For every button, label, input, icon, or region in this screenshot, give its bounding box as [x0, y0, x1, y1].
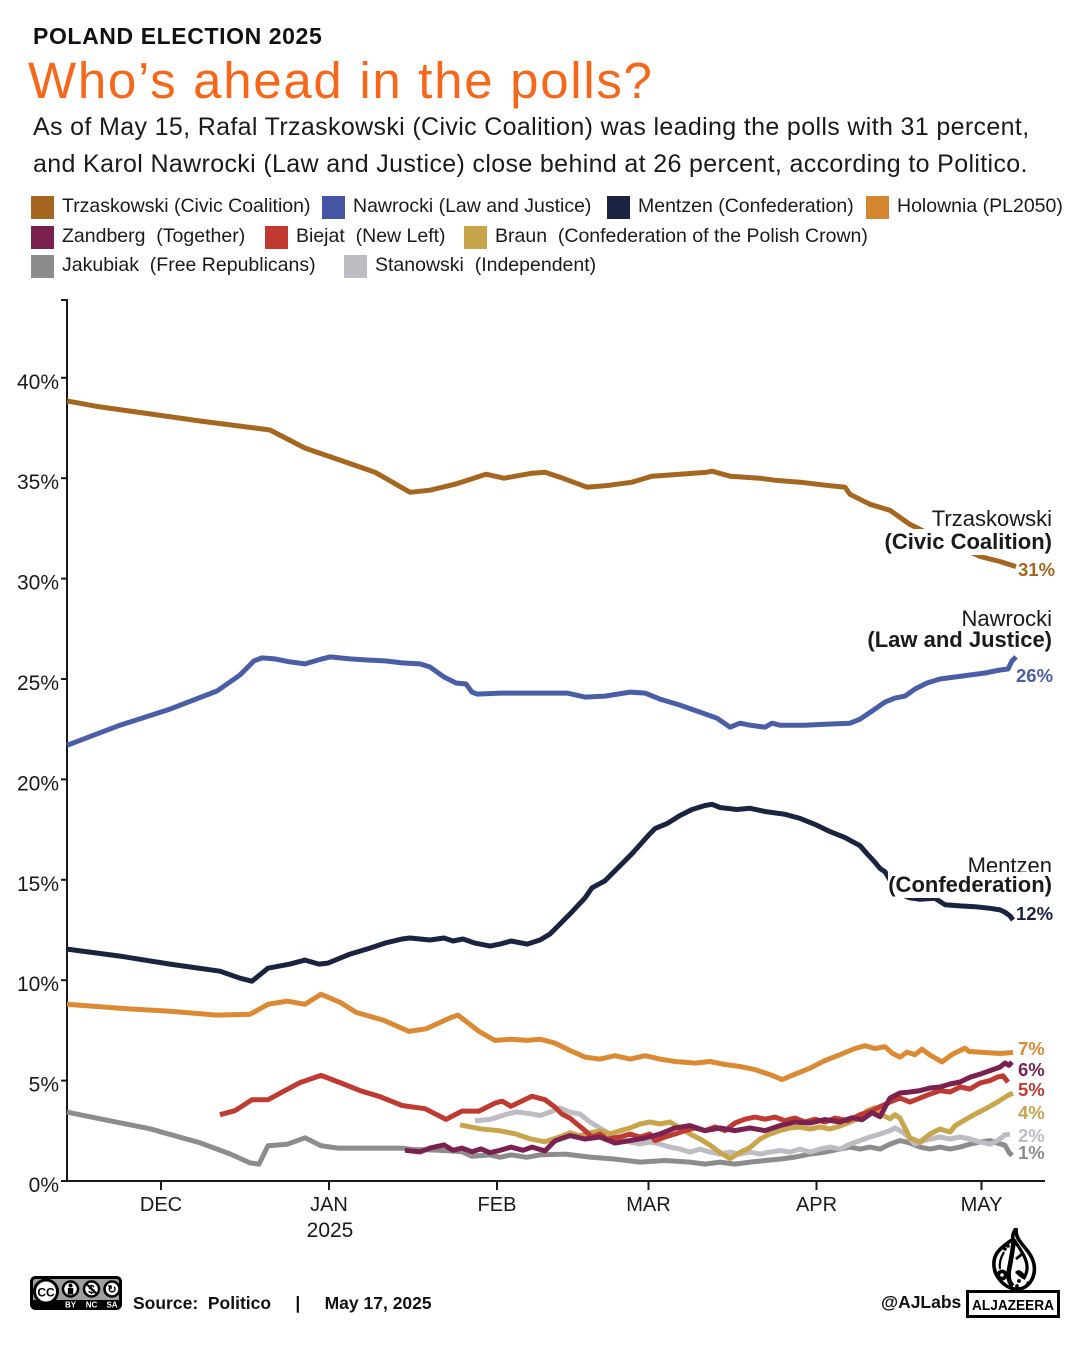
svg-text:5%: 5% [29, 1074, 59, 1097]
svg-text:BY: BY [65, 1301, 77, 1310]
svg-text:35%: 35% [17, 471, 59, 494]
svg-text:MAR: MAR [626, 1194, 670, 1216]
svg-text:NC: NC [86, 1301, 98, 1310]
svg-text:20%: 20% [17, 772, 59, 795]
svg-text:↻: ↻ [107, 1284, 116, 1296]
svg-text:MAY: MAY [961, 1194, 1003, 1216]
svg-text:0%: 0% [29, 1174, 59, 1197]
svg-text:CC: CC [37, 1286, 55, 1300]
svg-text:SA: SA [106, 1301, 117, 1310]
svg-text:40%: 40% [17, 371, 59, 394]
svg-text:ALJAZEERA: ALJAZEERA [972, 1297, 1054, 1314]
svg-text:25%: 25% [17, 672, 59, 695]
svg-text:FEB: FEB [478, 1194, 517, 1216]
svg-text:30%: 30% [17, 572, 59, 595]
svg-text:APR: APR [796, 1194, 837, 1216]
svg-text:15%: 15% [17, 873, 59, 896]
svg-text:10%: 10% [17, 973, 59, 996]
svg-text:2025: 2025 [307, 1219, 354, 1242]
svg-text:JAN: JAN [310, 1194, 348, 1216]
svg-text:DEC: DEC [140, 1194, 182, 1216]
